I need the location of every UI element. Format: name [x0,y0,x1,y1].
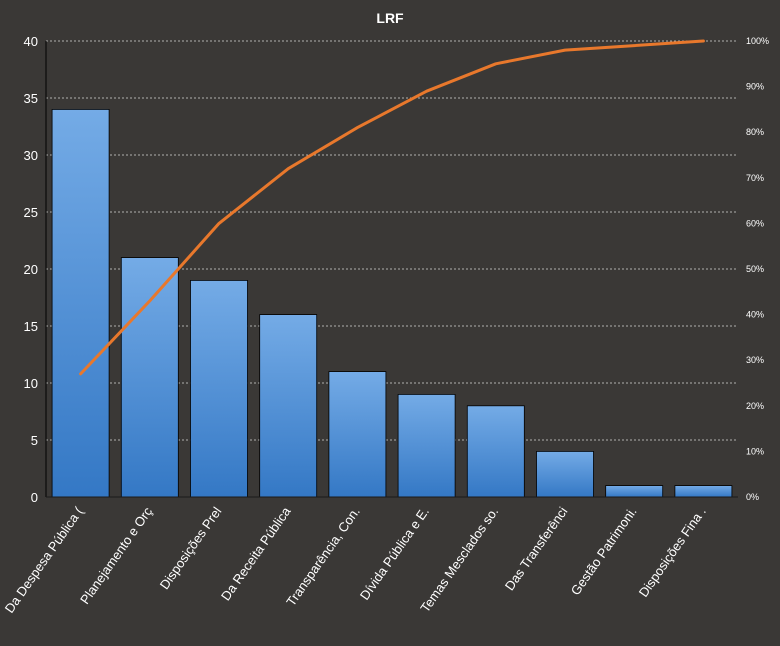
y-tick-label: 25 [24,205,38,220]
y2-tick-label: 30% [746,355,764,365]
y-tick-label: 15 [24,319,38,334]
bar [328,371,387,498]
y-tick-label: 5 [31,433,38,448]
x-tick-label: Da Despesa Pública ( [2,504,87,616]
y-tick-label: 40 [24,34,38,49]
y2-tick-label: 40% [746,310,764,320]
x-tick-label: Transparência, Con. [283,504,363,609]
x-tick-label: Planejamento e Orç [77,504,155,607]
x-tick-label: Disposições Prel [157,504,225,592]
y2-tick-label: 80% [746,127,764,137]
y2-tick-label: 20% [746,401,764,411]
y-tick-label: 0 [31,490,38,505]
chart-title: LRF [376,10,404,26]
bar [466,405,525,498]
x-tick-label: Temas Mesclados so. [417,504,501,615]
bar [259,314,318,498]
y2-tick-label: 60% [746,218,764,228]
cumulative-line-layer [79,39,705,376]
bar [536,450,594,498]
y2-tick-label: 10% [746,446,764,456]
x-tick-label: Disposições Fina . [636,504,709,600]
bar [397,393,456,498]
cumulative-line [79,39,705,376]
y-axis: 0 5 10 15 20 25 30 35 40 [24,34,47,505]
y-tick-label: 35 [24,91,38,106]
y2-tick-label: 100% [746,36,769,46]
bar [120,257,179,498]
bar [674,485,733,498]
bar [190,279,248,498]
y-tick-label: 30 [24,148,38,163]
x-tick-label: Das Transferênci [502,504,571,593]
y2-tick-label: 70% [746,173,764,183]
bars [51,109,733,498]
x-tick-label: Da Receita Pública [218,503,294,603]
x-tick-label: Dívida Pública e E. [357,504,432,603]
y-tick-label: 10 [24,376,38,391]
y-tick-label: 20 [24,262,38,277]
y2-axis: 0% 10% 20% 30% 40% 50% 60% 70% 80% 90% 100% [746,36,769,502]
bar [605,485,664,498]
y2-tick-label: 90% [746,82,764,92]
bar [51,109,110,498]
gridlines [46,40,738,441]
x-axis: Da Despesa Pública (Planejamento e Orç Di… [2,496,738,616]
y2-tick-label: 50% [746,264,764,274]
y2-tick-label: 0% [746,492,759,502]
x-tick-label: Gestão Patrimoni. [568,504,640,598]
